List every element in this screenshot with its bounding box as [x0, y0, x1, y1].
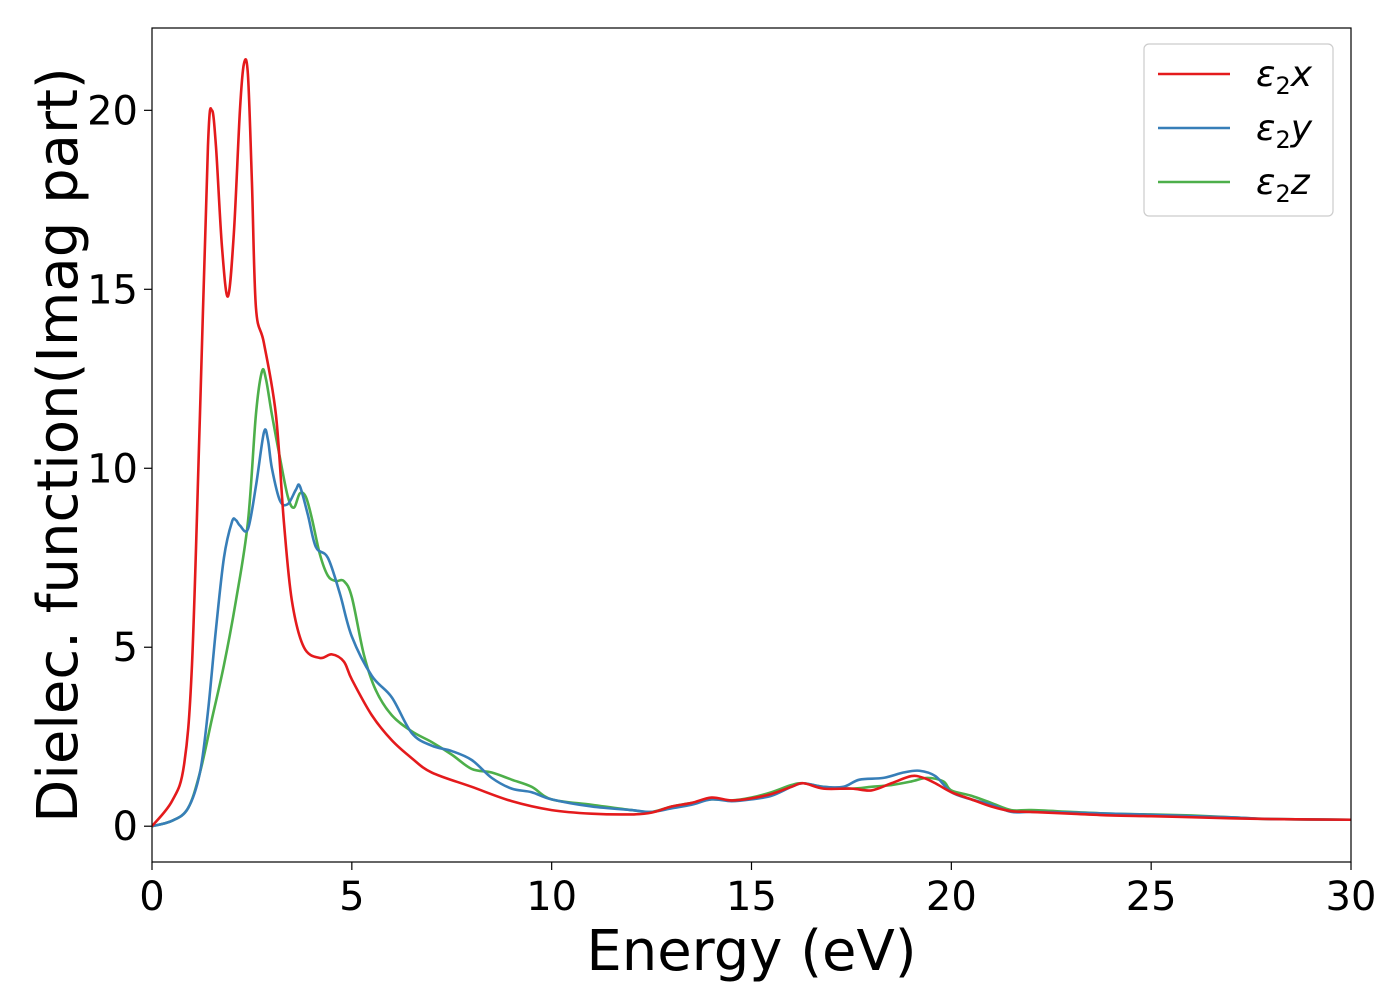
y-tick-label: 10 — [87, 446, 138, 492]
y-axis: 0 5 10 15 20 — [87, 88, 152, 850]
legend-label-z: ε2z — [1256, 162, 1311, 208]
series-line-z — [152, 367, 1351, 828]
y-tick-label: 20 — [87, 88, 138, 134]
x-tick-label: 5 — [339, 874, 364, 920]
legend-label-y: ε2y — [1256, 108, 1313, 154]
legend-box — [1143, 43, 1334, 217]
y-tick-label: 15 — [87, 267, 138, 313]
series-line-x — [152, 58, 1351, 828]
x-tick-label: 25 — [1126, 874, 1177, 920]
x-tick-label: 15 — [726, 874, 777, 920]
x-tick-label: 20 — [926, 874, 977, 920]
x-tick-label: 30 — [1326, 874, 1377, 920]
x-tick-label: 10 — [526, 874, 577, 920]
y-tick-label: 5 — [113, 625, 138, 671]
x-axis: 0 5 10 15 20 25 30 — [139, 862, 1376, 920]
legend-label-x: ε2x — [1256, 54, 1313, 100]
x-tick-label: 0 — [139, 874, 164, 920]
x-axis-title: Energy (eV) — [586, 919, 916, 984]
y-tick-label: 0 — [113, 804, 138, 850]
legend: ε2x ε2y ε2z — [1143, 43, 1334, 217]
y-axis-title: Dielec. function(Imag part) — [26, 67, 91, 823]
series-layer — [152, 58, 1351, 828]
